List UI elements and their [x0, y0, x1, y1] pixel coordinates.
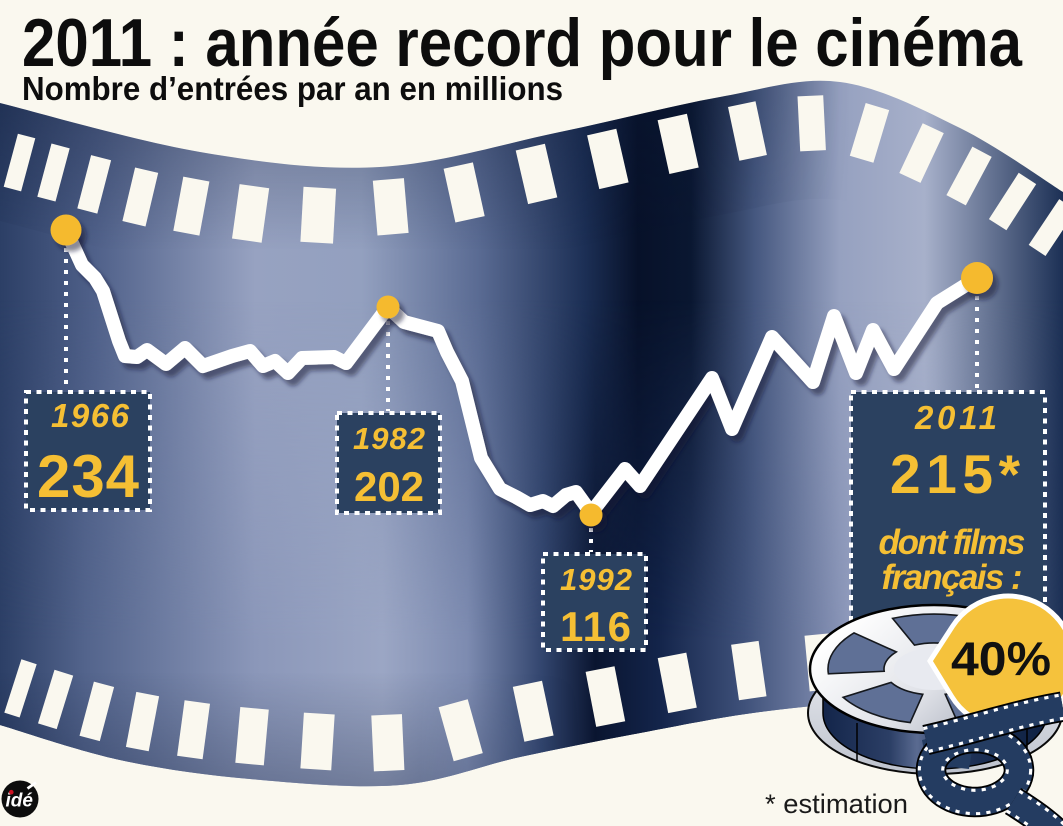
svg-text:1992: 1992: [560, 562, 632, 597]
svg-text:116: 116: [560, 603, 631, 650]
svg-text:dont films: dont films: [879, 523, 1026, 562]
svg-text:1982: 1982: [353, 421, 425, 456]
svg-text:1966: 1966: [51, 397, 130, 434]
svg-text:Nombre d’entrées par an en mil: Nombre d’entrées par an en millions: [22, 70, 563, 107]
svg-text:202: 202: [354, 463, 424, 510]
svg-text:* estimation: * estimation: [765, 789, 908, 819]
svg-text:2011 : année record pour le ci: 2011 : année record pour le cinéma: [22, 5, 1023, 81]
svg-text:français :: français :: [882, 558, 1023, 597]
svg-text:215*: 215*: [890, 443, 1021, 505]
svg-text:234: 234: [37, 443, 140, 510]
svg-text:40%: 40%: [951, 632, 1051, 685]
svg-text:idé: idé: [6, 791, 34, 812]
